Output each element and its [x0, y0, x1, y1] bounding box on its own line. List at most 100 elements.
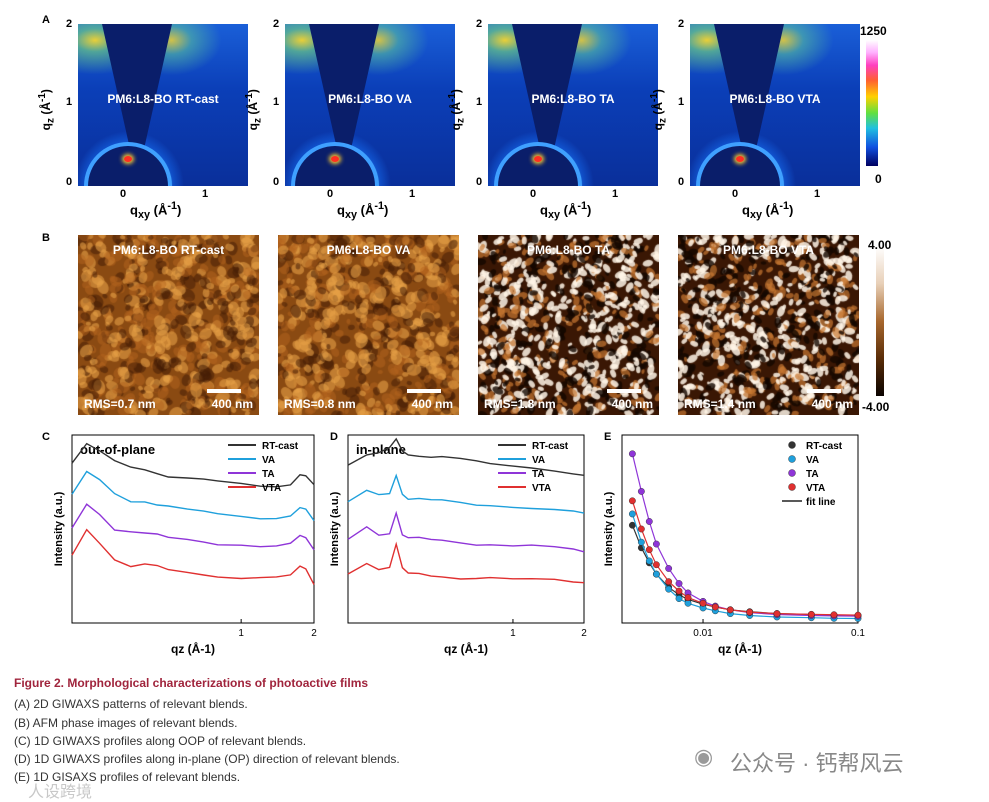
- data-point-vta: [699, 599, 707, 607]
- legend-marker: [788, 469, 796, 477]
- data-point-vta: [645, 546, 653, 554]
- giwaxs-y-tick: 0: [476, 176, 483, 188]
- giwaxs-y-tick: 1: [476, 96, 483, 108]
- scale-bar-label: 400 nm: [811, 397, 853, 411]
- giwaxs-x-tick: 1: [409, 188, 416, 200]
- afm-colorbar-min: -4.00: [862, 400, 890, 414]
- data-point-vta: [684, 594, 692, 602]
- afm-image: PM6:L8-BO VTA RMS=1.4 nm 400 nm: [678, 235, 859, 415]
- data-point-ta: [637, 487, 645, 495]
- giwaxs-y-tick: 1: [678, 96, 685, 108]
- legend-label: TA: [262, 469, 275, 480]
- legend-label: VTA: [262, 483, 281, 494]
- caption-line-b: (B) AFM phase images of relevant blends.: [14, 716, 238, 730]
- data-point-vta: [830, 611, 838, 619]
- watermark-left: 人设跨境: [28, 784, 93, 801]
- legend-label: VTA: [532, 483, 551, 494]
- giwaxs-colorbar-min: 0: [875, 172, 882, 186]
- giwaxs-sample-label: PM6:L8-BO RT-cast: [107, 92, 219, 106]
- series-line-rt-cast: [71, 442, 315, 488]
- giwaxs-x-tick: 0: [120, 188, 127, 200]
- series-line-rt-cast: [347, 437, 585, 476]
- giwaxs-y-tick: 0: [678, 176, 685, 188]
- specular-spot: [124, 156, 132, 162]
- specular-spot: [534, 156, 542, 162]
- legend-label: VA: [806, 455, 819, 466]
- giwaxs-y-tick: 0: [273, 176, 280, 188]
- data-point-ta: [675, 580, 683, 587]
- afm-image: PM6:L8-BO TA RMS=1.8 nm 400 nm: [478, 235, 659, 415]
- data-point-vta: [665, 578, 673, 586]
- giwaxs-colorbar: [866, 40, 878, 166]
- plot-frame: [347, 434, 585, 624]
- x-axis-label: qz (Å-1): [444, 641, 488, 656]
- legend-marker: [788, 455, 796, 463]
- afm-image: PM6:L8-BO RT-cast RMS=0.7 nm 400 nm: [78, 235, 259, 415]
- series-line-ta: [347, 510, 585, 553]
- panel-label-c: C: [42, 431, 50, 443]
- giwaxs-x-tick: 0: [732, 188, 739, 200]
- data-point-va: [637, 538, 645, 546]
- plot-title: out-of-plane: [80, 442, 155, 457]
- x-axis-label: qz (Å-1): [171, 641, 215, 656]
- legend-marker: [788, 483, 796, 491]
- series-line-va: [71, 470, 315, 522]
- legend-fit-label: fit line: [806, 497, 836, 508]
- giwaxs-pattern: PM6:L8-BO VA: [285, 24, 455, 186]
- giwaxs-x-tick: 1: [612, 188, 619, 200]
- data-point-ta: [652, 540, 660, 548]
- afm-texture: [278, 235, 459, 415]
- giwaxs-y-tick: 2: [476, 18, 483, 30]
- panel-label-d: D: [330, 431, 338, 443]
- specular-spot: [331, 156, 339, 162]
- legend-label: RT-cast: [806, 441, 843, 452]
- giwaxs-x-tick: 1: [814, 188, 821, 200]
- series-line-vta: [347, 541, 585, 584]
- caption-line-d: (D) 1D GIWAXS profiles along in-plane (O…: [14, 752, 400, 766]
- x-tick-label: 1: [238, 628, 244, 639]
- series-line-ta: [71, 503, 315, 551]
- giwaxs-pattern: PM6:L8-BO RT-cast: [78, 24, 248, 186]
- data-point-vta: [628, 497, 636, 505]
- watermark-text: 公众号 · 钙帮风云: [730, 751, 904, 776]
- series-line-vta: [71, 528, 315, 585]
- fit-line-ta: [631, 453, 859, 617]
- legend-label: TA: [806, 469, 819, 480]
- scale-bar-label: 400 nm: [411, 397, 453, 411]
- data-point-ta: [665, 565, 673, 572]
- y-axis-label: Intensity (a.u.): [53, 491, 65, 566]
- x-axis-label: qz (Å-1): [718, 641, 762, 656]
- data-point-va: [652, 570, 660, 578]
- figure-caption-title: Figure 2. Morphological characterization…: [14, 676, 369, 690]
- giwaxs-y-tick: 1: [66, 96, 73, 108]
- data-point-vta: [637, 525, 645, 533]
- specular-spot: [736, 156, 744, 162]
- afm-colorbar-max: 4.00: [868, 238, 892, 252]
- data-point-vta: [854, 611, 862, 619]
- legend-label: VTA: [806, 483, 825, 494]
- afm-sample-label: PM6:L8-BO TA: [526, 243, 611, 257]
- giwaxs-x-label: qxy (Å-1): [337, 200, 389, 221]
- giwaxs-x-label: qxy (Å-1): [742, 200, 794, 221]
- afm-rms: RMS=0.7 nm: [84, 397, 156, 411]
- x-tick-label: 0.1: [851, 628, 865, 639]
- legend-label: TA: [532, 469, 545, 480]
- giwaxs-sample-label: PM6:L8-BO VTA: [729, 92, 821, 106]
- data-point-rt-cast: [628, 521, 636, 529]
- afm-texture: [678, 235, 859, 415]
- data-point-ta: [645, 518, 653, 525]
- data-point-vta: [746, 608, 754, 616]
- giwaxs-y-tick: 2: [678, 18, 685, 30]
- x-tick-label: 2: [311, 628, 317, 639]
- data-point-va: [665, 585, 673, 593]
- giwaxs-x-label: qxy (Å-1): [130, 200, 182, 221]
- afm-image: PM6:L8-BO VA RMS=0.8 nm 400 nm: [278, 235, 459, 415]
- data-point-vta: [773, 610, 781, 617]
- plot-frame: [71, 434, 315, 624]
- data-point-vta: [652, 561, 660, 569]
- giwaxs-y-tick: 1: [273, 96, 280, 108]
- panel-label-e: E: [604, 431, 612, 443]
- data-point-va: [684, 599, 692, 607]
- giwaxs-x-tick: 1: [202, 188, 209, 200]
- x-tick-label: 0.01: [693, 628, 713, 639]
